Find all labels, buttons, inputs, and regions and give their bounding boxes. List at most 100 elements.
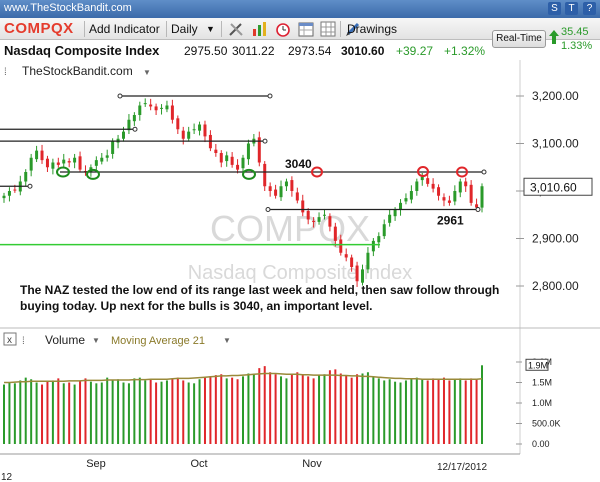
window-title-bar: www.TheStockBandit.com S T ?	[0, 0, 600, 18]
tools-icon[interactable]	[228, 21, 244, 37]
line-handle	[27, 183, 33, 189]
resistance-test-oval	[417, 166, 429, 178]
close-icon[interactable]: x	[7, 335, 12, 346]
candle-body	[203, 124, 207, 137]
price-layer: 3040 2961	[0, 93, 487, 287]
chevron-down-icon[interactable]: ▼	[143, 68, 151, 77]
period-select[interactable]: Daily	[171, 22, 198, 36]
candle-body	[225, 155, 229, 162]
help-button[interactable]: ?	[583, 2, 596, 15]
chevron-down-icon[interactable]: ▼	[223, 336, 231, 345]
candle-body	[219, 153, 223, 163]
chart-area[interactable]: ⁞ TheStockBandit.com ▼ COMPQX Nasdaq Com…	[0, 60, 600, 482]
change-value: 35.45	[561, 26, 589, 38]
support-test-oval	[86, 168, 100, 180]
source-label: TheStockBandit.com	[22, 64, 133, 78]
up-arrow-icon	[549, 30, 559, 44]
candle-body	[306, 210, 310, 220]
candle-body	[366, 252, 370, 270]
price-tick-label: 2,800.00	[532, 279, 579, 293]
change-percent: 1.33%	[561, 40, 593, 52]
line-handle	[132, 126, 138, 132]
candle-body	[312, 220, 316, 222]
annotation-text: The NAZ tested the low end of its range …	[20, 283, 500, 313]
candle-body	[431, 183, 435, 189]
s-button[interactable]: S	[548, 2, 561, 15]
add-indicator-button[interactable]: Add Indicator	[89, 22, 160, 36]
volume-tick-label: 500.0K	[532, 419, 561, 429]
volume-label: Volume	[45, 333, 85, 347]
support-test-oval	[56, 166, 70, 178]
candle-body	[236, 164, 240, 170]
collapse-icon[interactable]: ⁞	[4, 67, 7, 78]
candle-body	[198, 124, 202, 131]
candle-body	[160, 107, 164, 109]
watermark-name: Nasdaq Composite Index	[188, 262, 413, 284]
calendar-icon[interactable]	[298, 21, 314, 37]
volume-tick-label: 1.0M	[532, 398, 552, 408]
candle-body	[382, 224, 386, 237]
candle-body	[344, 254, 348, 258]
candle-body	[393, 210, 397, 217]
annotation-box: The NAZ tested the low end of its range …	[20, 283, 500, 313]
candle-body	[284, 181, 288, 187]
real-time-button[interactable]: Real-Time	[492, 30, 546, 48]
last-price-label: 3,010.60	[530, 180, 577, 194]
drawings-button[interactable]: Drawings	[347, 22, 398, 36]
support-test-oval	[242, 168, 256, 180]
candle-body	[409, 191, 413, 200]
candle-body	[24, 172, 28, 182]
candle-body	[350, 257, 354, 267]
chevron-down-icon[interactable]: ▼	[206, 24, 215, 34]
candle-body	[274, 189, 278, 196]
candle-body	[7, 191, 11, 196]
candle-body	[295, 192, 299, 201]
candle-body	[40, 150, 44, 161]
quote-percent: +1.32%	[444, 44, 486, 58]
moving-average-line	[4, 372, 483, 384]
candle-body	[279, 186, 283, 198]
candle-body	[149, 104, 153, 107]
line-handle	[117, 93, 123, 99]
candle-body	[388, 214, 392, 223]
collapse-icon[interactable]: ⁞	[22, 336, 25, 347]
t-menu-button[interactable]: T	[565, 2, 578, 15]
volume-tick-label: 1.5M	[532, 378, 552, 388]
resistance-test-oval	[311, 166, 323, 178]
quote-high: 3011.22	[232, 44, 275, 58]
bar-chart-icon[interactable]	[252, 21, 268, 37]
last-price-box	[523, 177, 593, 196]
window-title: www.TheStockBandit.com	[4, 2, 132, 14]
candle-body	[317, 217, 321, 222]
candle-body	[132, 115, 136, 122]
candle-body	[214, 149, 218, 153]
x-tick-label: Nov	[302, 458, 322, 470]
candle-body	[339, 239, 343, 253]
symbol-input[interactable]: COMPQX	[4, 20, 74, 37]
line-handle	[481, 169, 487, 175]
grid-icon[interactable]	[320, 21, 336, 37]
candle-body	[263, 163, 267, 187]
candle-body	[415, 181, 419, 191]
date-label: 12/17/2012	[437, 462, 487, 473]
pencil-icon[interactable]	[345, 21, 361, 37]
quote-low: 2973.54	[288, 44, 332, 58]
candle-body	[51, 162, 55, 169]
chevron-down-icon[interactable]: ▼	[92, 336, 100, 345]
candle-body	[187, 131, 191, 139]
candle-body	[399, 202, 403, 210]
candle-body	[268, 186, 272, 191]
candle-body	[371, 240, 375, 252]
candle-body	[73, 157, 77, 163]
candle-body	[475, 204, 479, 208]
close-panel-button[interactable]	[3, 332, 17, 346]
level-3040-label: 3040	[285, 157, 312, 171]
candle-body	[94, 160, 98, 166]
watermark-symbol: COMPQX	[210, 208, 370, 249]
alarm-clock-icon[interactable]	[275, 21, 291, 37]
price-chart[interactable]: ⁞ TheStockBandit.com ▼ COMPQX Nasdaq Com…	[0, 60, 600, 482]
candle-body	[453, 191, 457, 202]
candle-body	[426, 178, 430, 184]
price-tick-label: 3,100.00	[532, 137, 579, 151]
